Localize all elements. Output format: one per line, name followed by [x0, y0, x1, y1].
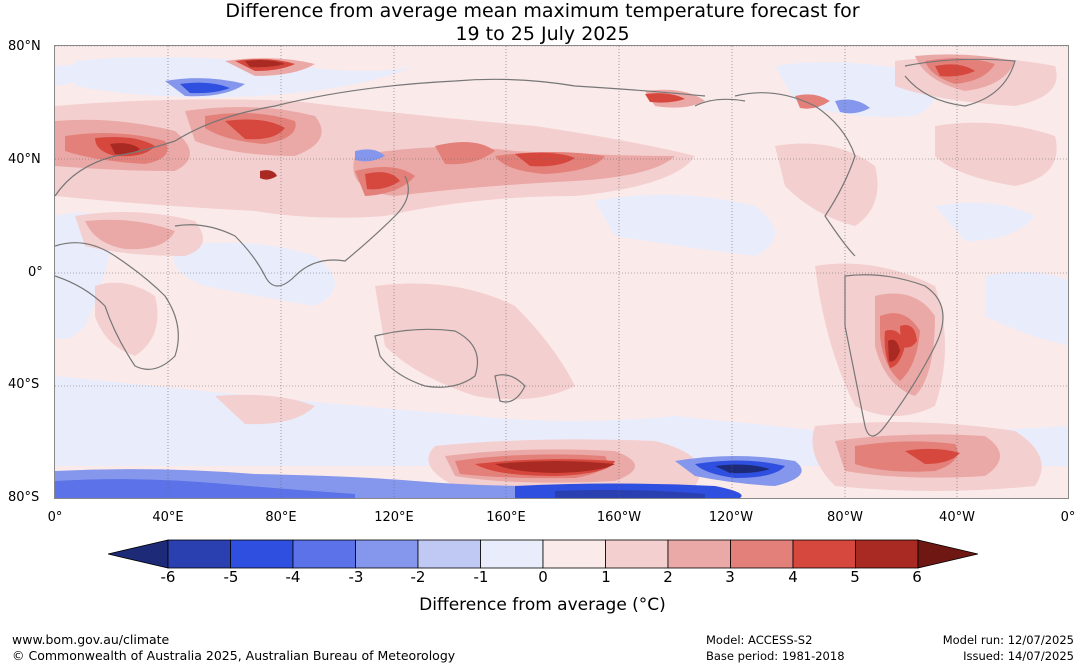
title-line-2: 19 to 25 July 2025	[455, 23, 630, 45]
map-svg	[55, 46, 1068, 498]
colorbar-bin	[605, 539, 669, 569]
colorbar-bin	[792, 539, 856, 569]
lat-label-40n: 40°N	[8, 152, 41, 167]
colorbar-bin	[542, 539, 606, 569]
issued-text: Issued: 14/07/2025	[963, 649, 1074, 663]
anomaly-dark-red-regions	[110, 60, 900, 473]
colorbar-label: Difference from average (°C)	[419, 595, 666, 615]
temperature-anomaly-map	[54, 45, 1069, 499]
colorbar-tick: -6	[160, 568, 176, 586]
colorbar-tick: 5	[850, 568, 860, 586]
lon-label-40e: 40°E	[152, 510, 184, 525]
lon-label-160e: 160°E	[486, 510, 526, 525]
map-title: Difference from average mean maximum tem…	[0, 0, 1085, 46]
lat-label-equator: 0°	[28, 265, 43, 280]
colorbar-extend-max	[917, 539, 979, 569]
colorbar-tick: -3	[348, 568, 364, 586]
lat-label-40s: 40°S	[8, 377, 40, 392]
colorbar-tick: 3	[725, 568, 735, 586]
lon-label-160w: 160°W	[596, 510, 642, 525]
colorbar-tick: -4	[285, 568, 301, 586]
copyright-text: © Commonwealth of Australia 2025, Austra…	[12, 648, 456, 663]
colorbar-tick: -2	[410, 568, 426, 586]
lat-label-80n: 80°N	[8, 39, 41, 54]
footer-dates: Model run: 12/07/2025 Issued: 14/07/2025	[943, 632, 1074, 664]
title-line-1: Difference from average mean maximum tem…	[225, 0, 860, 22]
model-text: Model: ACCESS-S2	[706, 633, 813, 647]
lon-label-120e: 120°E	[374, 510, 414, 525]
colorbar-bin	[855, 539, 919, 569]
coastlines	[55, 58, 1016, 437]
anomaly-blue-regions	[55, 78, 870, 498]
lon-label-40w: 40°W	[939, 510, 975, 525]
footer-left: www.bom.gov.au/climate © Commonwealth of…	[12, 632, 455, 664]
colorbar-bin	[480, 539, 544, 569]
lon-label-80w: 80°W	[827, 510, 863, 525]
lon-label-0-end: 0°	[1060, 510, 1076, 525]
colorbar-tick: 1	[601, 568, 611, 586]
colorbar-bin	[667, 539, 731, 569]
colorbar-extend-min	[107, 539, 169, 569]
colorbar-bin	[167, 539, 231, 569]
colorbar	[107, 538, 979, 572]
colorbar-bin	[292, 539, 356, 569]
lon-label-0: 0°	[47, 510, 63, 525]
model-run-text: Model run: 12/07/2025	[942, 633, 1074, 647]
footer-model: Model: ACCESS-S2 Base period: 1981-2018	[706, 632, 845, 664]
lat-label-80s: 80°S	[8, 490, 40, 505]
base-period-text: Base period: 1981-2018	[706, 649, 845, 663]
colorbar-bin	[230, 539, 294, 569]
colorbar-bin	[730, 539, 794, 569]
graticule	[55, 46, 1068, 498]
colorbar-tick: 6	[912, 568, 922, 586]
website-text: www.bom.gov.au/climate	[12, 632, 170, 647]
colorbar-tick: -1	[473, 568, 489, 586]
colorbar-tick: 2	[663, 568, 673, 586]
colorbar-svg	[107, 539, 979, 569]
colorbar-bin	[355, 539, 419, 569]
colorbar-tick: 4	[788, 568, 798, 586]
colorbar-tick: -5	[223, 568, 239, 586]
colorbar-tick: 0	[538, 568, 548, 586]
lon-label-80e: 80°E	[265, 510, 297, 525]
lon-label-120w: 120°W	[708, 510, 754, 525]
colorbar-bin	[417, 539, 481, 569]
